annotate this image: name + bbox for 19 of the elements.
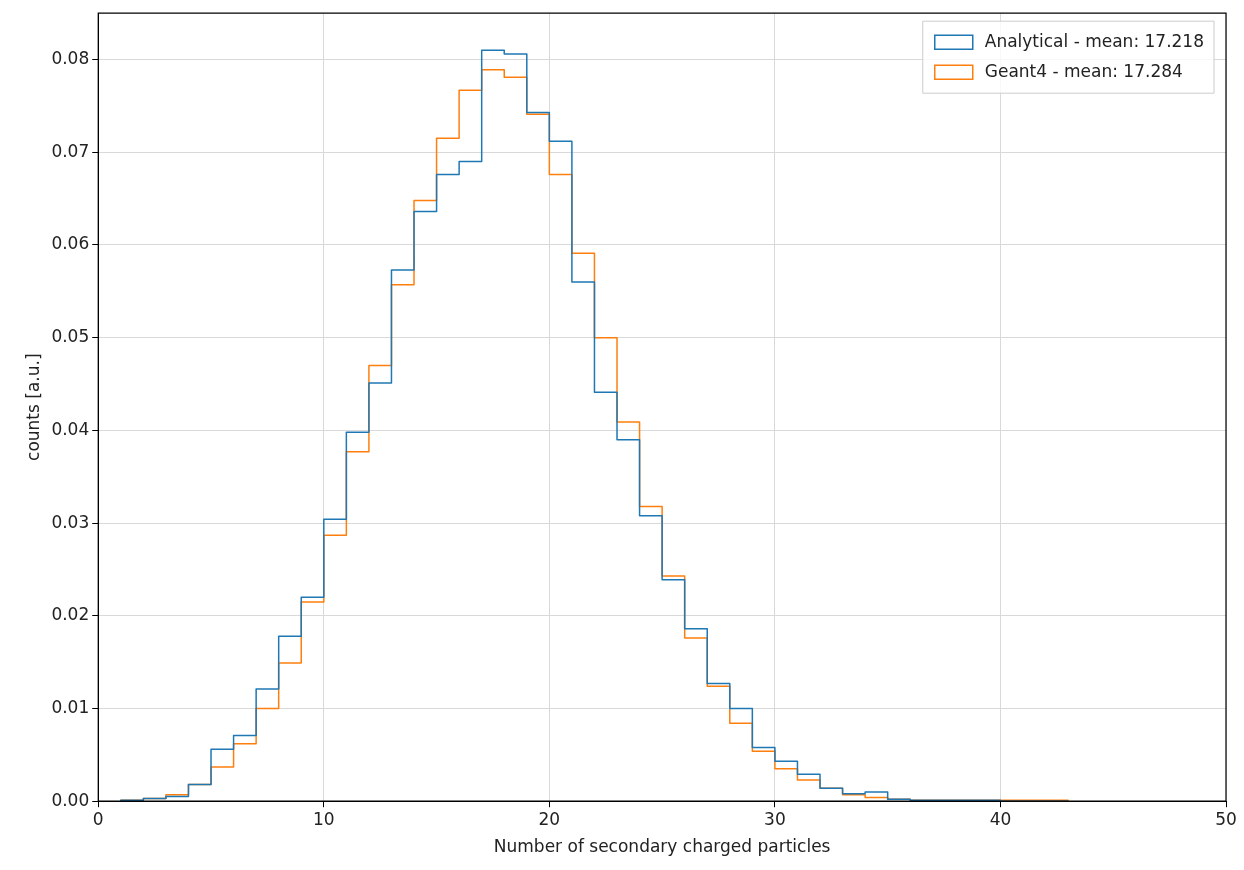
- y-tick-label: 0.07: [51, 140, 90, 161]
- y-tick-label: 0.03: [51, 511, 90, 532]
- x-tick-label: 40: [989, 808, 1012, 829]
- x-tick-label: 30: [764, 808, 786, 829]
- legend-label: Geant4 - mean: 17.284: [984, 60, 1183, 81]
- y-axis-title: counts [a.u.]: [22, 353, 43, 461]
- y-tick-label: 0.04: [51, 418, 90, 439]
- x-tick-label: 0: [92, 808, 104, 829]
- y-tick-label: 0.05: [51, 326, 90, 347]
- x-tick-label: 20: [538, 808, 561, 829]
- x-tick-label: 10: [312, 808, 335, 829]
- y-tick-label: 0.08: [51, 47, 90, 68]
- x-axis-title: Number of secondary charged particles: [493, 836, 831, 857]
- y-tick-label: 0.02: [51, 604, 90, 625]
- y-tick-label: 0.06: [51, 233, 90, 254]
- legend-label: Analytical - mean: 17.218: [984, 30, 1204, 51]
- x-tick-label: 50: [1215, 808, 1237, 829]
- y-tick-label: 0.00: [51, 789, 90, 810]
- y-tick-label: 0.01: [51, 696, 90, 717]
